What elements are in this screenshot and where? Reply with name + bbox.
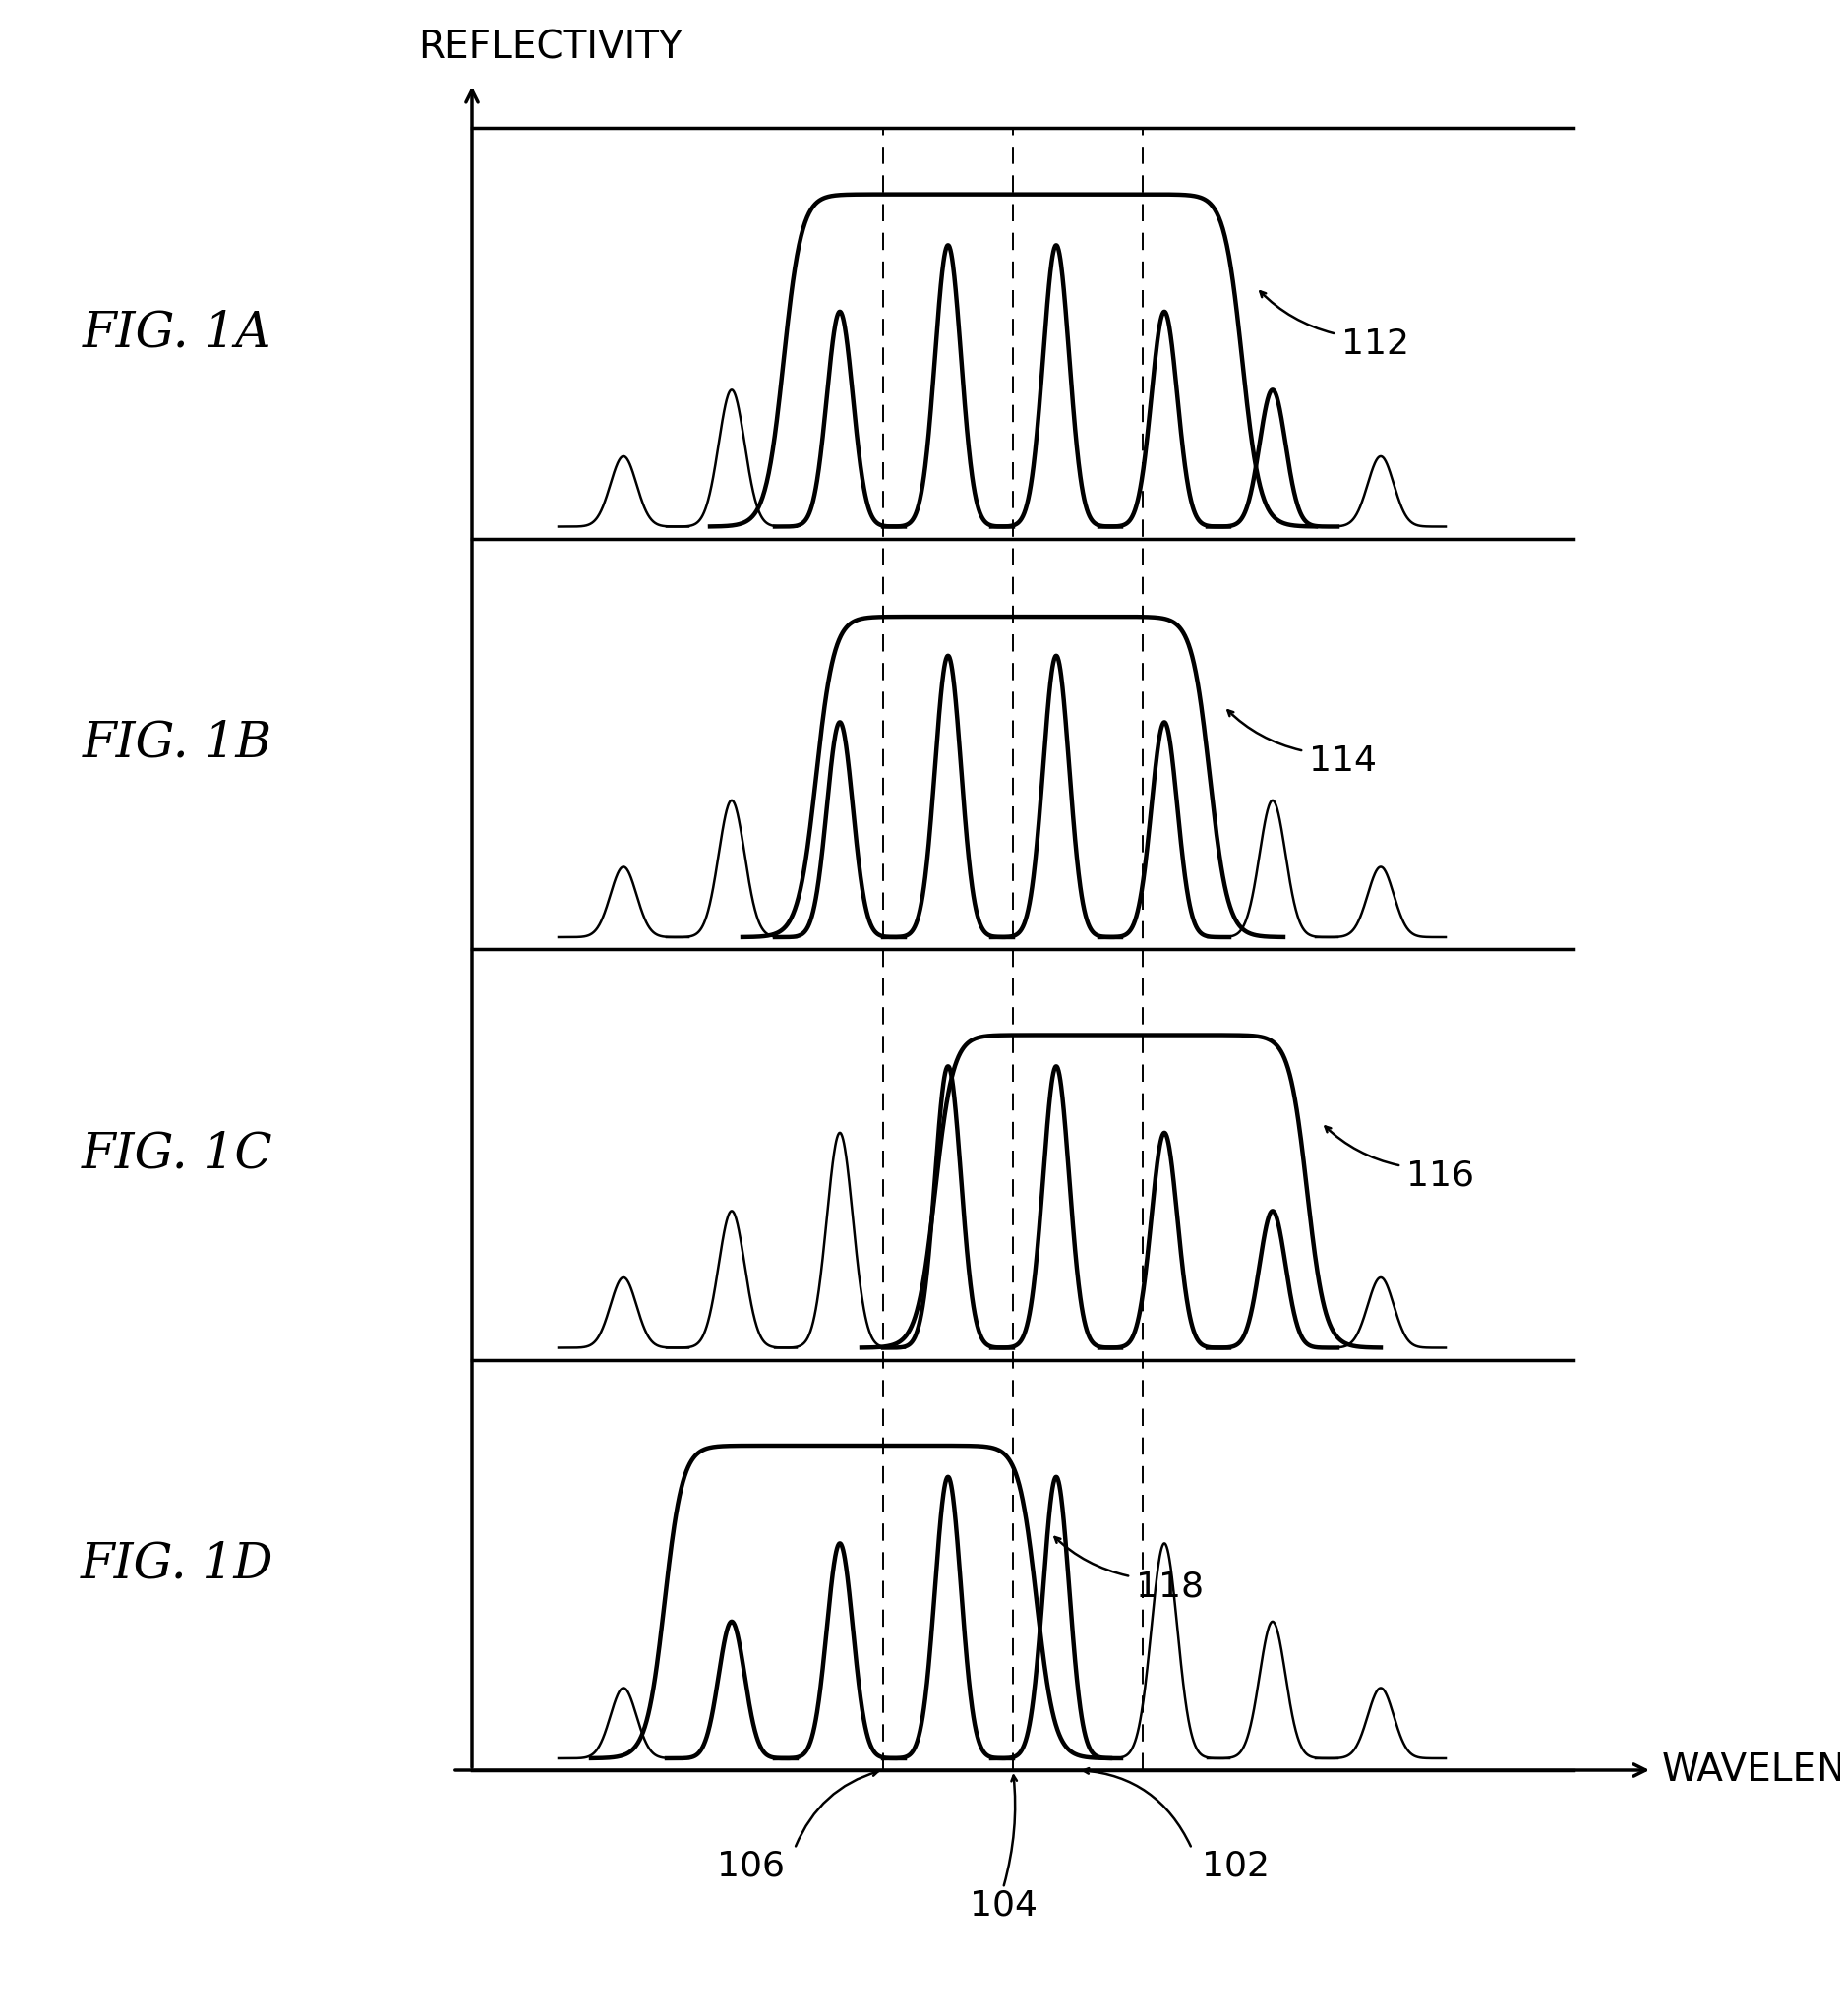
Text: FIG. 1A: FIG. 1A bbox=[83, 308, 272, 357]
Text: WAVELENGTH: WAVELENGTH bbox=[1662, 1752, 1840, 1788]
Text: 116: 116 bbox=[1406, 1159, 1474, 1193]
Text: FIG. 1D: FIG. 1D bbox=[81, 1540, 274, 1589]
Text: FIG. 1C: FIG. 1C bbox=[81, 1129, 272, 1179]
Text: 104: 104 bbox=[970, 1889, 1038, 1921]
Text: 112: 112 bbox=[1341, 327, 1409, 361]
Text: REFLECTIVITY: REFLECTIVITY bbox=[418, 30, 683, 67]
Text: 114: 114 bbox=[1308, 744, 1376, 778]
Text: 102: 102 bbox=[1202, 1849, 1270, 1883]
Text: FIG. 1B: FIG. 1B bbox=[83, 720, 272, 768]
Text: 118: 118 bbox=[1135, 1570, 1203, 1603]
Text: 106: 106 bbox=[718, 1849, 786, 1883]
